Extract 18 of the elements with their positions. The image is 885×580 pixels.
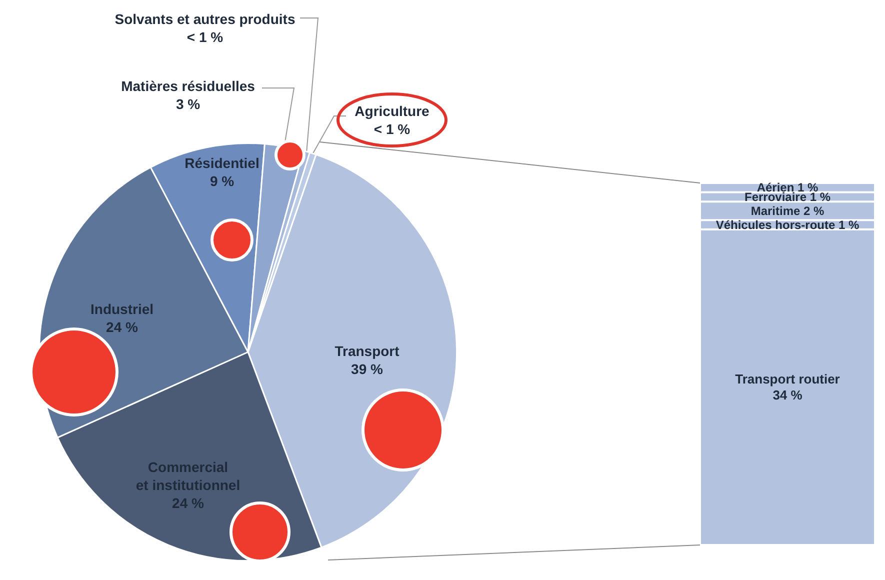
slice-label: Agriculture <box>354 103 430 119</box>
data-label: < 1 % <box>186 29 224 45</box>
slice-label: Solvants et autres produits <box>114 11 296 27</box>
data-label: 9 % <box>210 173 235 189</box>
text: Véhicules hors-route 1 % <box>716 218 860 232</box>
data-label: 34 % <box>772 388 803 403</box>
series-label: Transport routier <box>735 372 840 387</box>
data-label: 24 % <box>106 319 138 335</box>
slice-label: Résidentiel <box>184 155 260 171</box>
slice-label: Transport <box>334 343 400 359</box>
slice-label: Matières résiduelles <box>121 78 256 94</box>
data-label: 3 % <box>176 96 201 112</box>
slice-label: Commercial et institutionnel <box>136 459 240 493</box>
data-label: 39 % <box>351 361 384 377</box>
data-label: 24 % <box>172 495 204 511</box>
data-label: < 1 % <box>374 121 411 137</box>
text: Maritime 2 % <box>750 204 824 218</box>
slice-label: Industriel <box>90 301 154 317</box>
